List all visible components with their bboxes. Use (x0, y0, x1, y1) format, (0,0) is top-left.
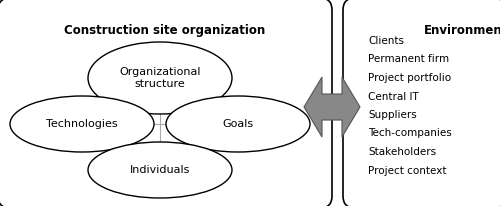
Text: Suppliers: Suppliers (368, 110, 417, 120)
Ellipse shape (88, 142, 232, 198)
Text: Central IT: Central IT (368, 91, 419, 102)
Text: Permanent firm: Permanent firm (368, 55, 449, 64)
Text: Project context: Project context (368, 165, 446, 176)
Text: Individuals: Individuals (130, 165, 190, 175)
Ellipse shape (88, 42, 232, 114)
Text: Construction site organization: Construction site organization (64, 24, 266, 37)
Text: Organizational
structure: Organizational structure (120, 67, 201, 89)
Text: Stakeholders: Stakeholders (368, 147, 436, 157)
Polygon shape (304, 77, 360, 137)
Text: Tech-companies: Tech-companies (368, 129, 452, 138)
Text: Goals: Goals (222, 119, 254, 129)
FancyBboxPatch shape (0, 0, 332, 206)
Text: Environment: Environment (424, 24, 500, 37)
Text: Project portfolio: Project portfolio (368, 73, 451, 83)
Text: Technologies: Technologies (46, 119, 118, 129)
Ellipse shape (10, 96, 154, 152)
Text: Clients: Clients (368, 36, 404, 46)
FancyBboxPatch shape (343, 0, 500, 206)
Ellipse shape (166, 96, 310, 152)
